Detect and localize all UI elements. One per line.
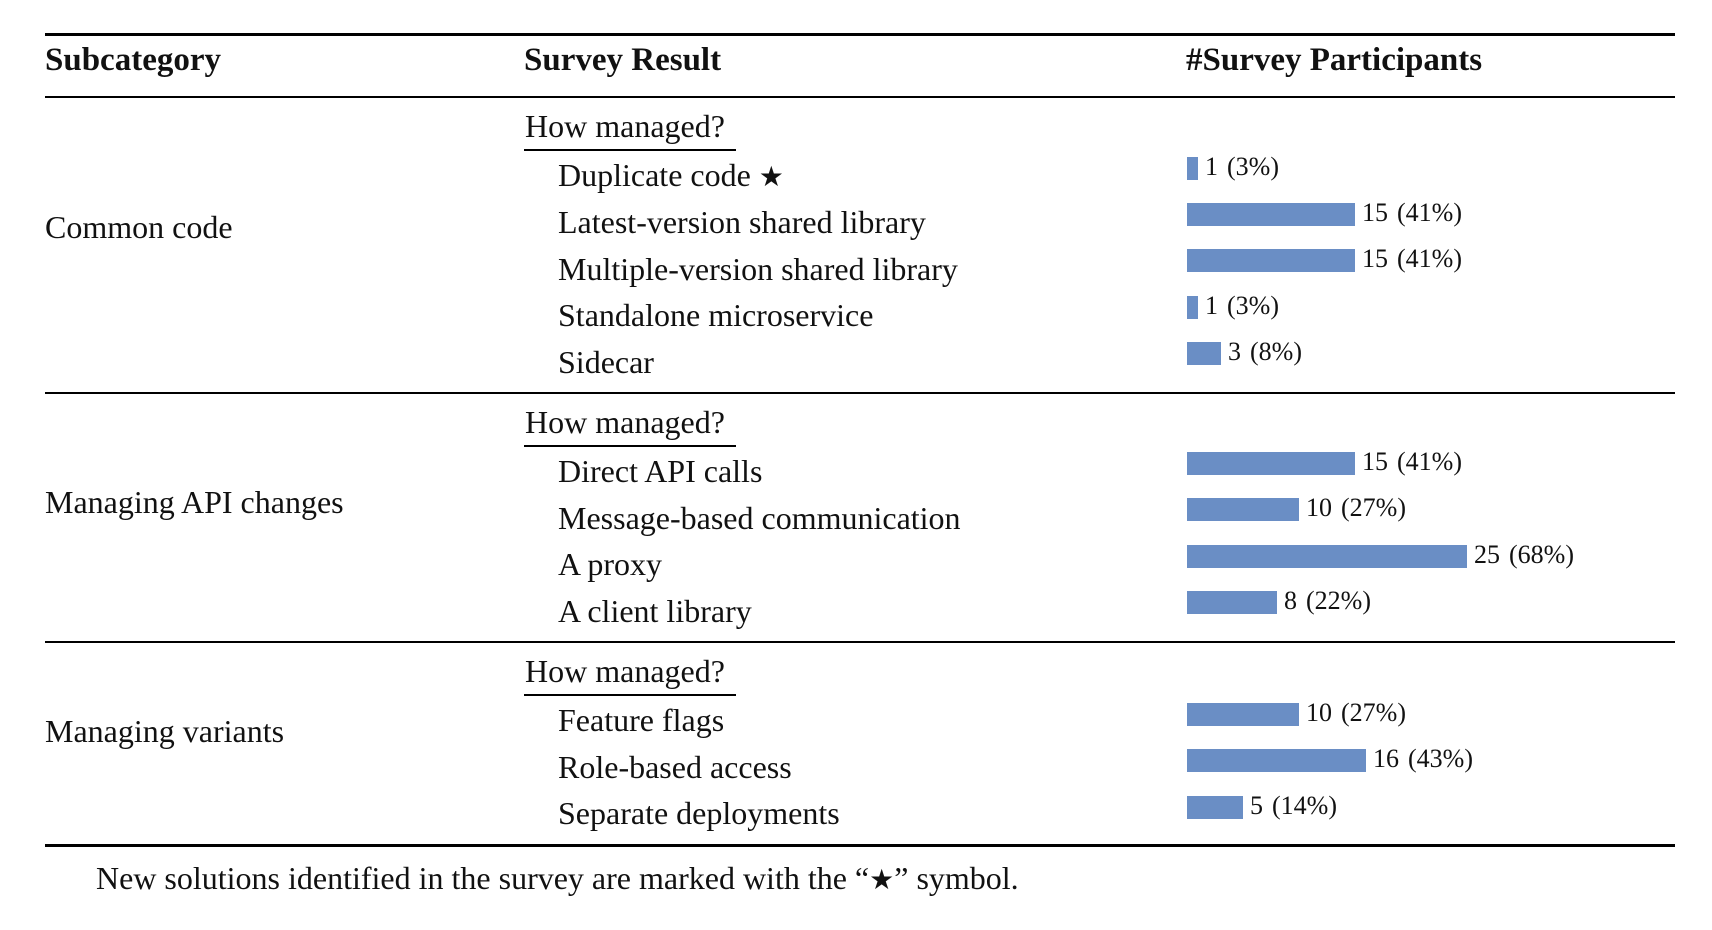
subcategory-label: Managing variants: [45, 713, 285, 749]
footnote: New solutions identified in the survey a…: [96, 860, 1019, 897]
top-rule: [45, 33, 1675, 36]
how-managed-label: How managed?: [525, 404, 725, 440]
star-icon: ★: [869, 863, 895, 896]
participants-percent: (14%): [1272, 791, 1337, 820]
participants-percent: (27%): [1341, 493, 1406, 522]
result-item: A client library: [558, 593, 752, 629]
how-managed-label: How managed?: [525, 653, 725, 689]
participants-bar: [1187, 249, 1355, 272]
participants-value: 1 (3%): [1205, 291, 1279, 321]
how-managed-label: How managed?: [525, 108, 725, 144]
participants-value: 5 (14%): [1250, 791, 1337, 821]
participants-percent: (22%): [1306, 586, 1371, 615]
participants-bar: [1187, 498, 1299, 521]
header-rule: [45, 96, 1675, 98]
header-subcategory: Subcategory: [45, 42, 221, 78]
result-item: Latest-version shared library: [558, 204, 926, 240]
result-item: A proxy: [558, 546, 662, 582]
result-item: Separate deployments: [558, 795, 840, 831]
group-divider: [45, 641, 1675, 643]
group-divider: [45, 392, 1675, 394]
participants-percent: (43%): [1408, 744, 1473, 773]
footnote-text-start: New solutions identified in the survey a…: [96, 860, 870, 896]
participants-percent: (41%): [1397, 244, 1462, 273]
subcategory-label: Managing API changes: [45, 484, 344, 520]
result-item: Standalone microservice: [558, 297, 874, 333]
participants-bar: [1187, 203, 1355, 226]
participants-percent: (8%): [1250, 337, 1302, 366]
participants-percent: (3%): [1227, 291, 1279, 320]
result-item: Message-based communication: [558, 500, 961, 536]
participants-value: 25 (68%): [1474, 540, 1574, 570]
result-item: Sidecar: [558, 344, 654, 380]
header-participants: #Survey Participants: [1186, 42, 1483, 78]
participants-count: 16: [1373, 744, 1399, 773]
participants-value: 16 (43%): [1373, 744, 1473, 774]
participants-bar: [1187, 157, 1198, 180]
result-item: Multiple-version shared library: [558, 251, 958, 287]
footnote-text-end: ” symbol.: [894, 860, 1019, 896]
participants-bar: [1187, 545, 1467, 568]
how-managed-underline: [524, 149, 736, 151]
result-item: Duplicate code ★: [558, 157, 784, 194]
participants-count: 5: [1250, 791, 1263, 820]
participants-value: 8 (22%): [1284, 586, 1371, 616]
participants-value: 1 (3%): [1205, 152, 1279, 182]
participants-count: 10: [1306, 493, 1332, 522]
participants-value: 10 (27%): [1306, 698, 1406, 728]
participants-count: 1: [1205, 291, 1218, 320]
participants-value: 10 (27%): [1306, 493, 1406, 523]
participants-value: 15 (41%): [1362, 447, 1462, 477]
bottom-rule: [45, 844, 1675, 847]
participants-percent: (41%): [1397, 447, 1462, 476]
participants-value: 15 (41%): [1362, 198, 1462, 228]
participants-bar: [1187, 342, 1221, 365]
participants-percent: (3%): [1227, 152, 1279, 181]
participants-count: 25: [1474, 540, 1500, 569]
participants-count: 15: [1362, 244, 1388, 273]
participants-count: 15: [1362, 447, 1388, 476]
participants-percent: (41%): [1397, 198, 1462, 227]
result-item-label: Duplicate code: [558, 157, 751, 193]
participants-bar: [1187, 703, 1299, 726]
subcategory-label: Common code: [45, 209, 233, 245]
participants-count: 8: [1284, 586, 1297, 615]
participants-count: 1: [1205, 152, 1218, 181]
participants-bar: [1187, 796, 1243, 819]
result-item: Direct API calls: [558, 453, 763, 489]
participants-count: 15: [1362, 198, 1388, 227]
result-item: Feature flags: [558, 702, 725, 738]
participants-count: 10: [1306, 698, 1332, 727]
participants-bar: [1187, 591, 1277, 614]
participants-bar: [1187, 296, 1198, 319]
participants-bar: [1187, 452, 1355, 475]
participants-percent: (27%): [1341, 698, 1406, 727]
participants-value: 3 (8%): [1228, 337, 1302, 367]
participants-percent: (68%): [1509, 540, 1574, 569]
star-icon: ★: [758, 160, 784, 193]
participants-bar: [1187, 749, 1366, 772]
participants-count: 3: [1228, 337, 1241, 366]
result-item: Role-based access: [558, 749, 792, 785]
header-survey-result: Survey Result: [524, 42, 722, 78]
how-managed-underline: [524, 694, 736, 696]
how-managed-underline: [524, 445, 736, 447]
participants-value: 15 (41%): [1362, 244, 1462, 274]
